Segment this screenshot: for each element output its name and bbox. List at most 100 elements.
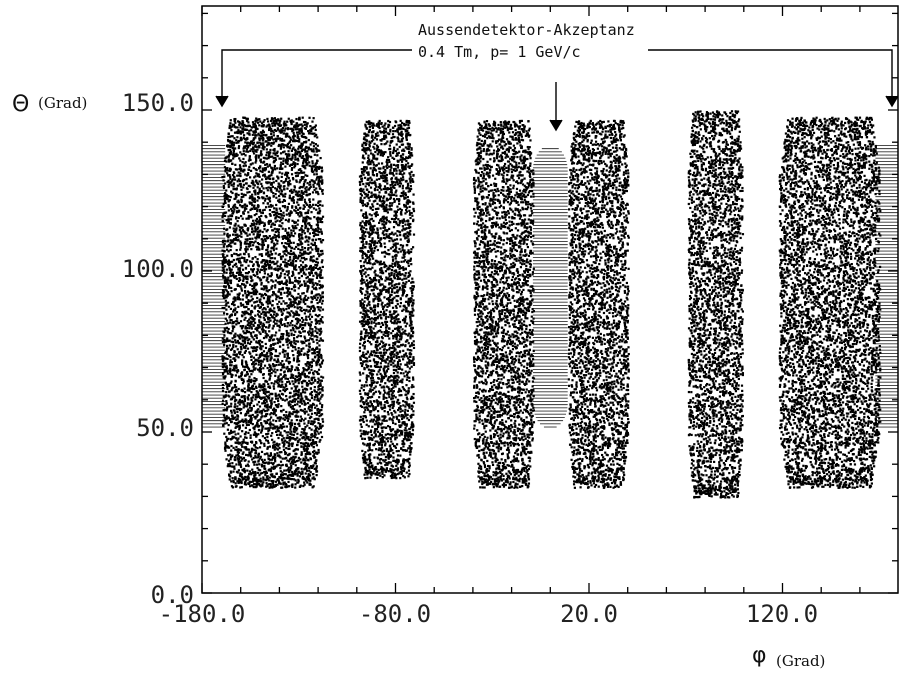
point [280,161,283,164]
point [304,225,308,228]
point [301,409,305,412]
point [305,456,308,460]
point [282,211,285,214]
point [293,283,296,287]
point [254,446,257,449]
point [251,219,255,222]
point [295,427,299,430]
point [269,237,273,240]
point [250,391,253,394]
point [239,253,242,256]
point [261,425,265,428]
point [235,399,238,402]
point [295,268,298,271]
point [288,197,291,200]
point [277,276,280,280]
point [314,263,317,267]
point [298,118,301,121]
point [296,128,299,131]
point [262,408,265,411]
point [288,382,292,385]
point [262,235,266,238]
point [319,427,322,430]
point [235,388,238,392]
point [226,221,229,224]
point [248,338,251,341]
point [268,197,272,200]
point [318,280,321,283]
point [314,441,318,445]
point [228,279,231,282]
point [232,416,235,420]
point [260,431,263,434]
point [287,270,290,273]
point [319,384,322,387]
point [294,245,298,249]
point [264,470,268,473]
point [229,218,233,221]
point [278,352,281,355]
point [318,333,321,336]
point [314,163,317,167]
point [315,426,319,429]
point [283,195,287,198]
point [276,337,279,340]
point [266,446,270,449]
point [258,301,262,304]
point [256,173,259,176]
point [317,201,320,204]
point [269,307,272,310]
point [240,274,243,277]
point [223,376,227,379]
point [257,452,261,455]
point [269,353,272,356]
point [263,436,267,440]
point [282,388,285,392]
point [294,469,298,472]
point [290,229,293,232]
point [301,248,304,251]
point [251,396,254,399]
point [230,180,233,183]
point [255,172,258,175]
point [301,326,305,330]
point [256,186,259,189]
point [300,453,303,457]
point [252,223,256,226]
point [265,163,269,166]
point [259,154,263,157]
point [231,162,234,165]
point [300,417,303,421]
point [301,143,304,147]
point [231,179,234,182]
point [259,457,262,460]
point [227,390,231,393]
point [298,238,301,242]
point [273,166,276,170]
point [242,340,245,343]
point [240,408,243,411]
point [243,256,246,260]
point [319,276,322,279]
point [280,189,283,192]
point [292,178,295,181]
point [250,397,253,400]
point [246,319,249,323]
point [227,185,230,189]
point [273,382,276,385]
point [233,383,237,387]
point [307,243,310,246]
point [308,363,311,366]
point [224,441,227,444]
point [299,168,302,171]
point [229,260,232,264]
point [315,473,318,477]
point [269,148,272,152]
point [315,417,318,420]
point [264,422,267,425]
point [268,309,271,312]
point [301,196,304,199]
point [305,410,308,413]
point [313,478,316,481]
point [271,473,274,476]
